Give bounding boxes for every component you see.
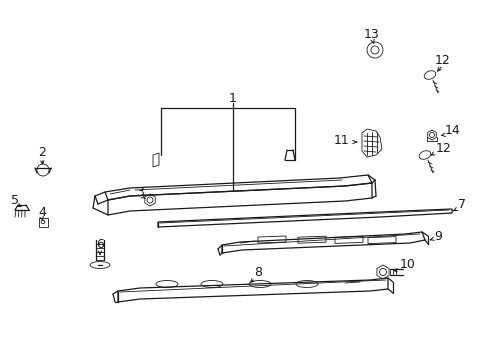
Text: 2: 2 xyxy=(38,145,46,158)
Text: 4: 4 xyxy=(38,207,46,220)
Text: 6: 6 xyxy=(96,238,104,252)
Text: 3: 3 xyxy=(136,186,143,199)
Text: 9: 9 xyxy=(433,230,441,243)
Text: 12: 12 xyxy=(434,54,450,67)
Text: 13: 13 xyxy=(364,28,379,41)
Text: 14: 14 xyxy=(444,123,460,136)
Text: 7: 7 xyxy=(457,198,465,211)
Text: 5: 5 xyxy=(11,194,19,207)
Text: 8: 8 xyxy=(253,266,262,279)
Text: 1: 1 xyxy=(228,91,237,104)
Text: 11: 11 xyxy=(332,134,348,147)
Text: 12: 12 xyxy=(435,141,451,154)
Text: 10: 10 xyxy=(399,258,415,271)
